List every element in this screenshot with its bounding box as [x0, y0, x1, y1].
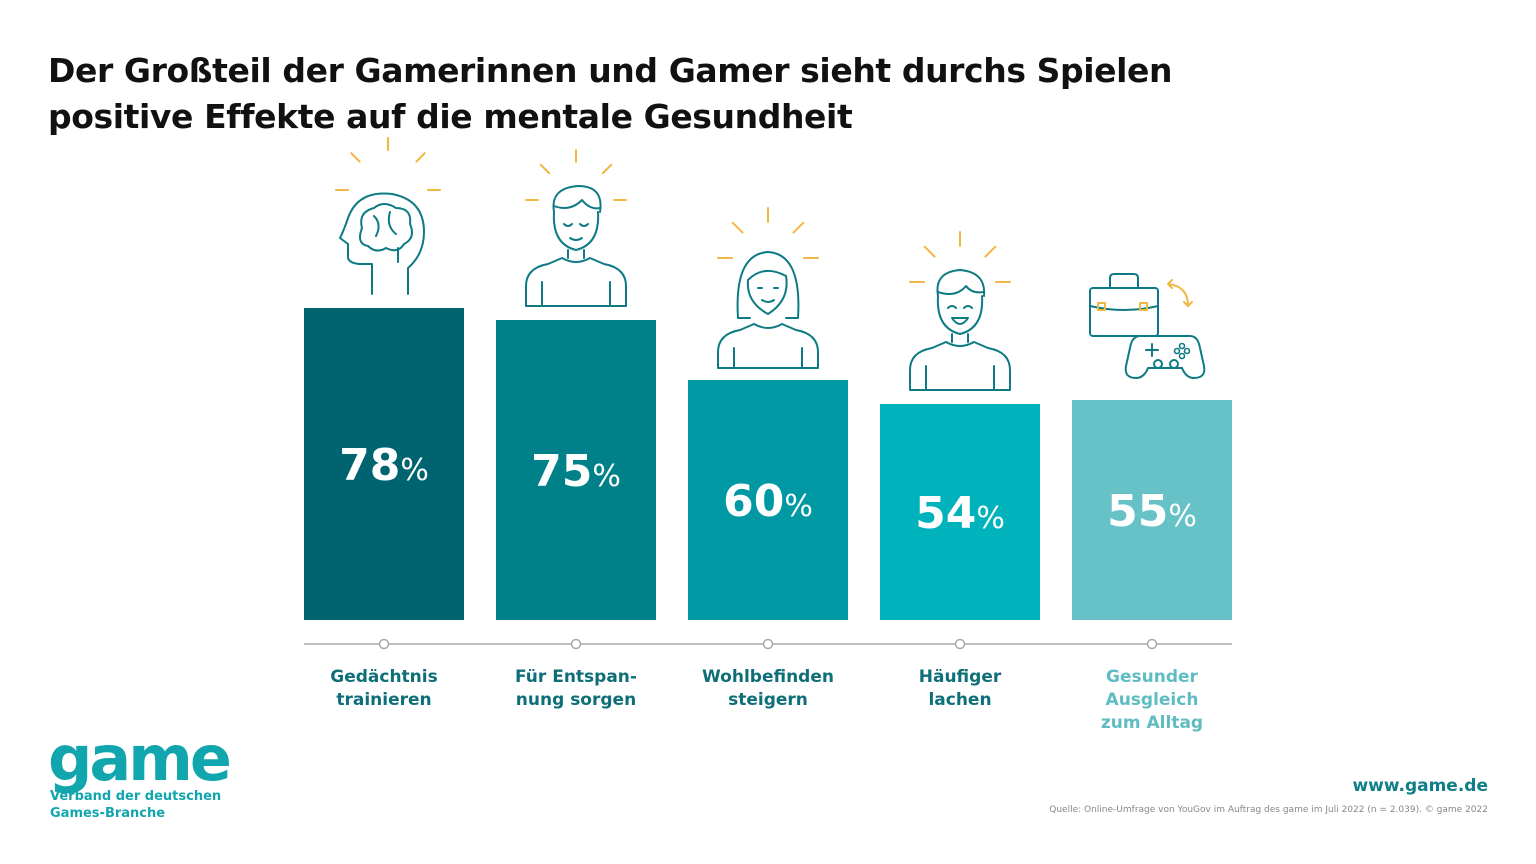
category-label-5-line-3: zum Alltag	[1100, 713, 1204, 733]
title-line-1: Der Großteil der Gamerinnen und Gamer si…	[48, 51, 1173, 90]
bar-value-label-5: 55%	[1107, 486, 1197, 537]
axis-tick-3	[762, 638, 774, 650]
category-label-4: Häufiger lachen	[860, 666, 1060, 712]
category-label-3-line-1: Wohlbefinden	[702, 667, 834, 687]
brain-head-icon	[335, 137, 441, 295]
logo-subtitle-line-1: Verband der deutschen	[50, 789, 222, 804]
bar-value-label-1: 78%	[339, 440, 429, 491]
relaxed-man-icon	[525, 149, 627, 307]
bar-value-label-3: 60%	[723, 476, 813, 527]
website-link[interactable]: www.game.de	[1352, 776, 1488, 796]
bar-value-label-4: 54%	[915, 488, 1005, 539]
source-note: Quelle: Online-Umfrage von YouGov im Auf…	[1049, 805, 1488, 815]
category-label-4-line-2: lachen	[928, 690, 992, 710]
category-label-1: Gedächtnis trainieren	[284, 666, 484, 712]
category-label-3: Wohlbefinden steigern	[668, 666, 868, 712]
logo-subtitle-line-2: Games-Branche	[50, 806, 166, 821]
category-label-3-line-2: steigern	[728, 690, 808, 710]
bar-3	[688, 380, 848, 620]
category-label-5-line-2: Ausgleich	[1105, 690, 1199, 710]
category-label-2-line-2: nung sorgen	[515, 690, 637, 710]
bar-2	[496, 320, 656, 620]
category-label-5-line-1: Gesunder	[1106, 667, 1198, 687]
briefcase-gamepad-icon	[1089, 273, 1206, 379]
smiling-woman-icon	[717, 207, 819, 369]
category-label-4-line-1: Häufiger	[918, 667, 1002, 687]
category-label-1-line-2: trainieren	[336, 690, 432, 710]
axis-tick-2	[570, 638, 582, 650]
category-label-1-line-1: Gedächtnis	[330, 667, 438, 687]
game-logo: game	[48, 722, 232, 795]
axis-tick-1	[378, 638, 390, 650]
logo-subtitle: Verband der deutschen Games-Branche	[50, 788, 221, 822]
category-label-2-line-1: Für Entspan-	[515, 667, 637, 687]
axis-tick-5	[1146, 638, 1158, 650]
bar-4	[880, 404, 1040, 620]
bar-5	[1072, 400, 1232, 620]
bar-value-label-2: 75%	[531, 446, 621, 497]
bar-1	[304, 308, 464, 620]
laughing-man-icon	[909, 231, 1011, 391]
category-label-5: Gesunder Ausgleich zum Alltag	[1052, 666, 1252, 735]
category-label-2: Für Entspan-nung sorgen	[476, 666, 676, 712]
title-line-2: positive Effekte auf die mentale Gesundh…	[48, 97, 853, 136]
chart-title: Der Großteil der Gamerinnen und Gamer si…	[48, 48, 1248, 140]
axis-tick-4	[954, 638, 966, 650]
